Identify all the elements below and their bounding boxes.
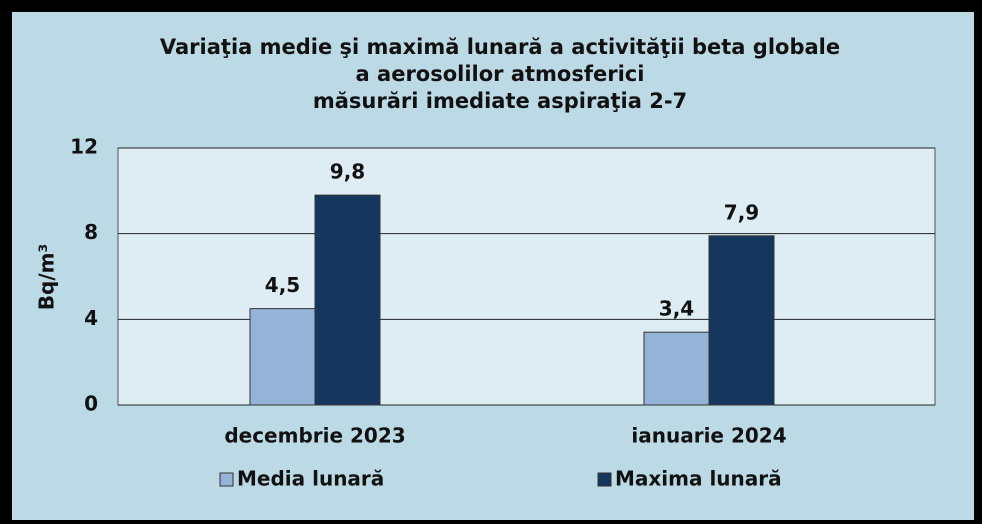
plot-area	[117, 147, 936, 406]
legend-label: Maxima lunară	[615, 467, 782, 491]
legend-swatch	[219, 472, 234, 487]
chart-title: măsurări imediate aspiraţia 2-7	[313, 89, 687, 113]
chart-title: Variaţia medie şi maximă lunară a activi…	[160, 35, 840, 59]
bar	[249, 308, 316, 406]
legend-swatch	[597, 472, 612, 487]
y-tick-label: 4	[84, 306, 98, 330]
bar	[708, 235, 775, 406]
y-axis-label: Bq/m³	[35, 244, 59, 310]
data-label: 3,4	[659, 297, 694, 321]
y-tick-label: 8	[84, 220, 98, 244]
legend-label: Media lunară	[237, 467, 384, 491]
x-tick-label: decembrie 2023	[224, 424, 405, 448]
bar	[643, 331, 710, 406]
y-tick-label: 0	[84, 392, 98, 416]
data-label: 7,9	[724, 200, 759, 224]
y-tick-label: 12	[70, 135, 98, 159]
data-label: 9,8	[330, 160, 365, 184]
chart-title: a aerosolilor atmosferici	[356, 62, 645, 86]
bar	[314, 194, 381, 406]
x-tick-label: ianuarie 2024	[631, 424, 786, 448]
data-label: 4,5	[265, 273, 300, 297]
